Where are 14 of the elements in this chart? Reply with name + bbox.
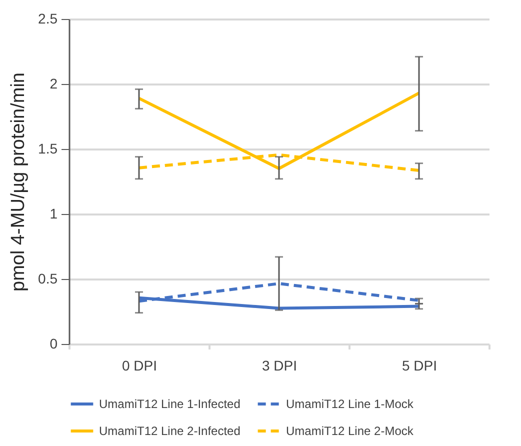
legend-label: UmamiT12 Line 2-Infected [99, 424, 240, 438]
y-tick-label: 1.5 [38, 140, 58, 156]
y-tick-label: 0.5 [38, 270, 58, 286]
x-tick-label: 0 DPI [122, 358, 158, 374]
y-tick-label: 1 [50, 206, 58, 222]
y-tick-label: 2 [50, 76, 58, 92]
legend-label: UmamiT12 Line 1-Mock [286, 397, 414, 411]
x-tick-label: 5 DPI [402, 358, 438, 374]
y-tick-label: 2.5 [38, 10, 58, 26]
x-tick-label: 3 DPI [262, 358, 298, 374]
legend-label: UmamiT12 Line 1-Infected [99, 397, 240, 411]
y-axis-title: pmol 4-MU/µg protein/min [8, 72, 30, 292]
y-tick-label: 0 [50, 336, 58, 352]
legend-label: UmamiT12 Line 2-Mock [286, 424, 414, 438]
